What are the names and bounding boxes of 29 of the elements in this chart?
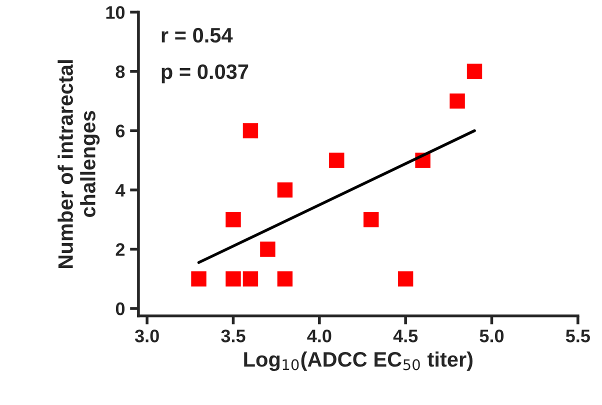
- annotation: p = 0.037: [162, 64, 248, 84]
- point: [242, 271, 258, 286]
- y-tick-label: 6: [116, 124, 125, 138]
- point: [277, 271, 293, 286]
- point: [226, 271, 241, 286]
- x-tick-label: 4.0: [307, 330, 332, 342]
- x-tick-label: 5.5: [566, 330, 590, 342]
- point: [191, 271, 206, 286]
- y-tick-label: 2: [116, 243, 125, 256]
- annotation: r = 0.54: [162, 28, 233, 43]
- x-axis-title: Log$_{10}$(ADCC EC$_{50}$ titer): [244, 351, 472, 371]
- x-tick-label: 3.0: [134, 330, 159, 342]
- y-tick-label: 8: [116, 65, 125, 78]
- y-tick-label: 10: [106, 6, 125, 19]
- point: [450, 93, 465, 109]
- y-tick-label: 0: [116, 302, 125, 316]
- x-tick-label: 5.0: [480, 330, 504, 342]
- point: [364, 212, 379, 228]
- point: [226, 212, 241, 228]
- point: [260, 242, 276, 257]
- x-tick-label: 4.5: [393, 330, 418, 342]
- y-axis-title: Number of intrarectal challenges: [58, 60, 100, 268]
- point: [242, 123, 258, 138]
- x-tick-label: 3.5: [221, 330, 246, 342]
- point: [466, 64, 482, 80]
- y-tick-label: 4: [116, 184, 126, 196]
- point: [329, 152, 344, 168]
- point: [277, 182, 293, 198]
- point: [398, 271, 414, 286]
